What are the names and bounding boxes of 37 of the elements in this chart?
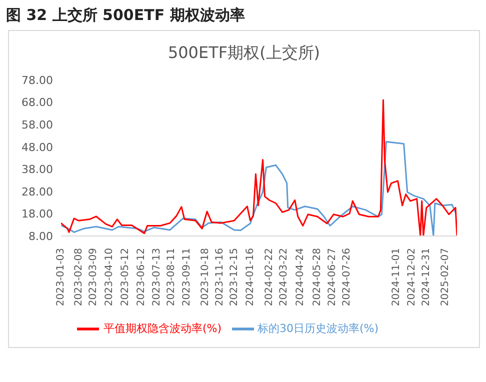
y-tick-label: 68.00: [22, 96, 53, 110]
x-tick-label: 2024-05-28: [312, 248, 323, 306]
x-tick-label: 2024-07-26: [342, 248, 353, 306]
y-tick-label: 18.00: [22, 208, 53, 221]
x-tick-label: 2023-04-10: [104, 248, 116, 306]
x-tick-label: 2023-06-12: [136, 248, 147, 306]
y-tick-label: 28.00: [22, 185, 53, 198]
x-tick-label: 2024-12-31: [420, 248, 432, 306]
x-tick-label: 2024-11-01: [390, 248, 402, 306]
x-tick-label: 2024-03-22: [278, 248, 290, 306]
y-tick-label: 48.00: [22, 140, 53, 154]
legend-label: 平值期权隐含波动率(%): [103, 322, 222, 336]
x-tick-label: 2023-02-08: [74, 248, 85, 306]
x-tick-label: 2023-05-12: [120, 248, 132, 306]
x-tick-label: 2023-11-16: [214, 248, 226, 306]
y-tick-label: 8.00: [28, 230, 53, 243]
y-tick-label: 38.00: [22, 163, 53, 176]
x-tick-label: 2023-10-18: [200, 248, 212, 306]
x-tick-label: 2023-12-15: [229, 248, 240, 306]
x-tick-label: 2023-01-03: [56, 248, 66, 306]
legend-label: 标的30日历史波动率(%): [258, 322, 379, 336]
x-tick-label: 2025-02-07: [440, 248, 451, 306]
x-tick-label: 2023-08-11: [166, 248, 177, 306]
y-tick-label: 78.00: [22, 74, 53, 87]
x-tick-label: 2024-02-22: [264, 248, 275, 306]
y-tick-label: 58.00: [22, 118, 53, 132]
chart-title: 图 32 上交所 500ETF 期权波动率: [6, 6, 245, 25]
line-series: [61, 99, 457, 236]
x-tick-label: 2023-07-13: [151, 248, 162, 306]
x-tick-label: 2024-12-02: [406, 248, 418, 306]
x-tick-label: 2024-01-16: [245, 248, 256, 306]
x-tick-label: 2024-04-24: [294, 248, 306, 306]
x-tick-label: 2024-06-27: [327, 248, 338, 306]
x-tick-label: 2023-03-09: [88, 248, 100, 306]
line-series: [61, 140, 456, 236]
x-tick-label: 2023-09-11: [181, 248, 192, 306]
chart-subtitle: 500ETF期权(上交所): [166, 43, 322, 64]
